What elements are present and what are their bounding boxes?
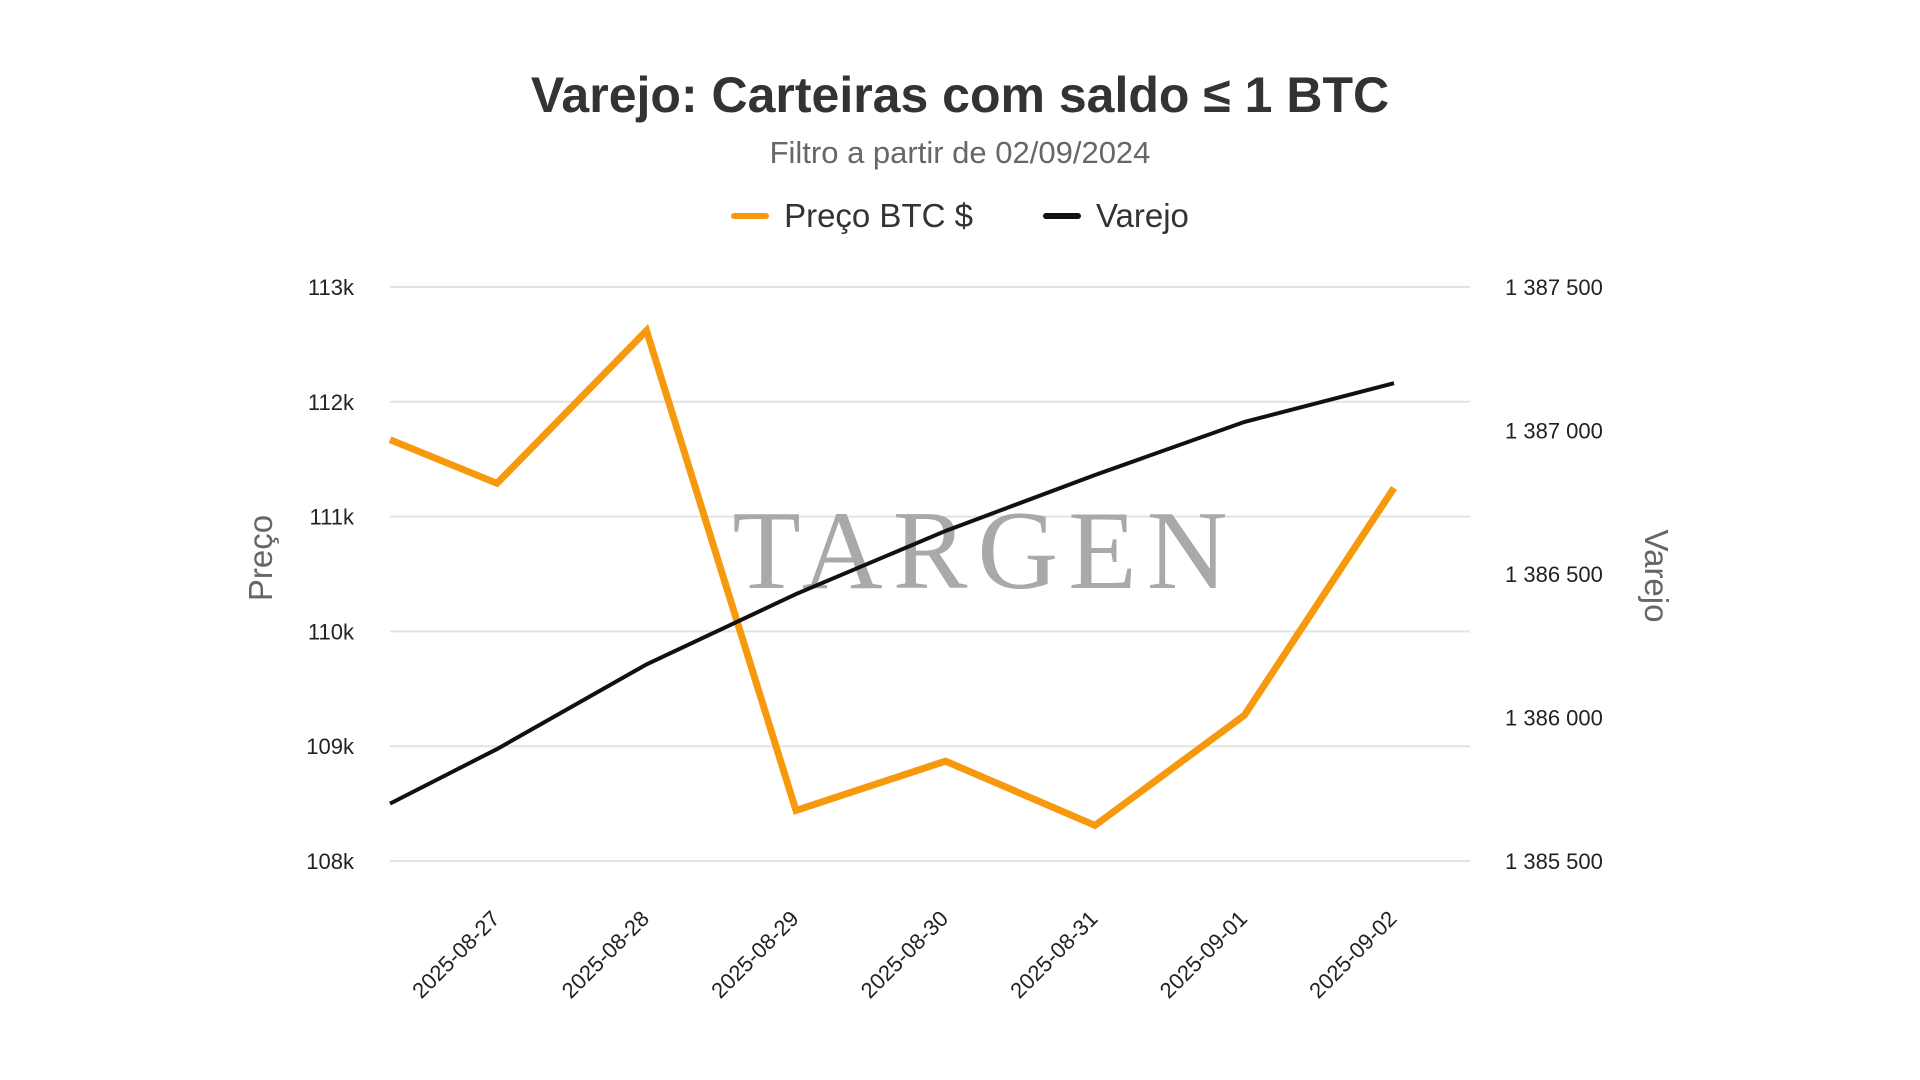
chart-subtitle: Filtro a partir de 02/09/2024 [769, 135, 1151, 170]
left-tick-label: 110k [308, 619, 355, 644]
x-tick-label: 2025-08-27 [407, 906, 504, 1003]
right-tick-label: 1 386 000 [1505, 706, 1603, 731]
left-tick-label: 113k [308, 275, 355, 300]
legend-swatch-price [731, 213, 770, 219]
left-axis-ticks: 108k 109k 110k 111k 112k 113k [306, 275, 355, 874]
chart-title: Varejo: Carteiras com saldo ≤ 1 BTC [530, 67, 1390, 123]
left-tick-label: 109k [306, 734, 355, 759]
right-axis-title: Varejo [1638, 530, 1675, 623]
x-tick-label: 2025-08-31 [1005, 906, 1102, 1003]
right-tick-label: 1 386 500 [1505, 562, 1603, 587]
series-line-varejo[interactable] [389, 381, 1395, 806]
left-tick-label: 112k [308, 390, 355, 415]
x-tick-label: 2025-09-02 [1304, 906, 1401, 1003]
series-lines [388, 323, 1397, 830]
right-tick-label: 1 385 500 [1505, 849, 1603, 874]
legend-label-price: Preço BTC $ [784, 197, 973, 234]
x-axis-ticks: 2025-08-27 2025-08-28 2025-08-29 2025-08-30… [407, 906, 1401, 1003]
left-tick-label: 111k [310, 505, 355, 530]
legend-item-varejo[interactable]: Varejo [1042, 197, 1189, 235]
right-axis-ticks: 1 385 500 1 386 000 1 386 500 1 387 000 1 38… [1505, 275, 1603, 874]
chart-legend: Preço BTC $ Varejo [0, 197, 1920, 235]
right-tick-label: 1 387 500 [1505, 275, 1603, 300]
x-tick-label: 2025-08-30 [856, 906, 953, 1003]
x-tick-label: 2025-08-29 [706, 906, 803, 1003]
gridlines [390, 286, 1470, 862]
legend-item-price[interactable]: Preço BTC $ [731, 197, 973, 235]
x-tick-label: 2025-08-28 [557, 906, 654, 1003]
x-tick-label: 2025-09-01 [1155, 906, 1252, 1003]
legend-label-varejo: Varejo [1095, 197, 1189, 234]
series-line-price[interactable] [388, 323, 1397, 830]
left-tick-label: 108k [306, 849, 355, 874]
right-tick-label: 1 387 000 [1505, 419, 1603, 444]
left-axis-title: Preço [242, 515, 279, 601]
legend-swatch-varejo [1042, 213, 1081, 219]
watermark: TARGEN [732, 489, 1237, 613]
